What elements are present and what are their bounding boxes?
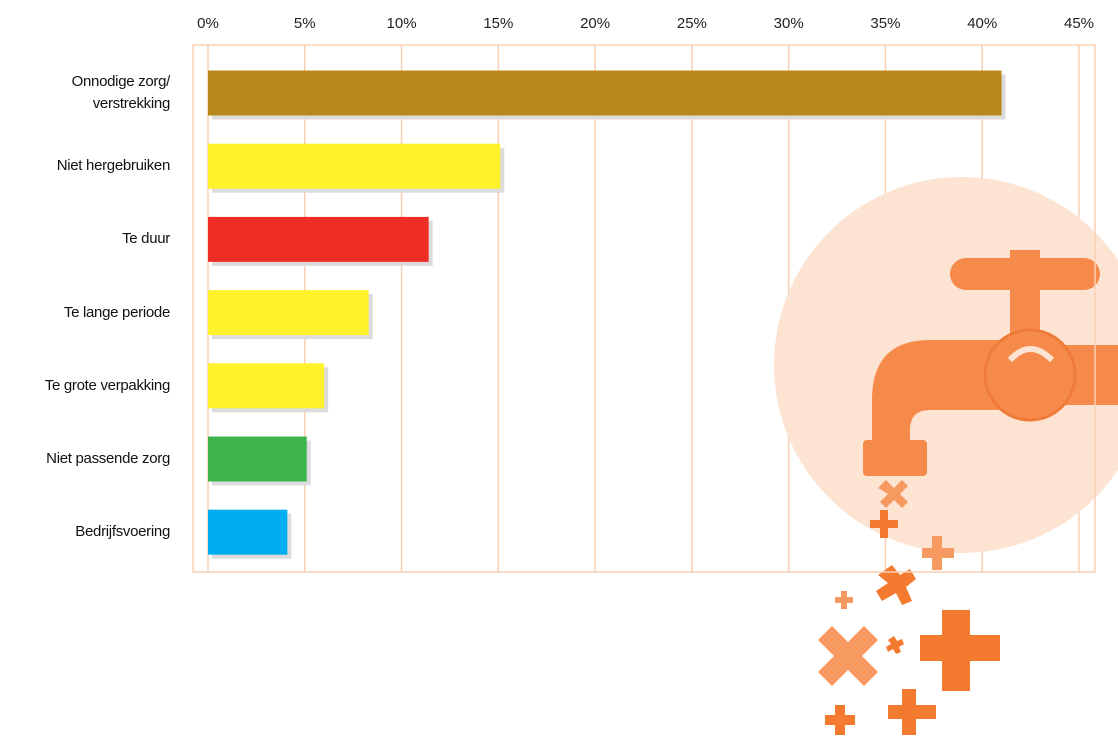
category-label: Onnodige zorg/ verstrekking bbox=[71, 73, 171, 112]
bar bbox=[208, 143, 501, 189]
x-tick-label: 40% bbox=[967, 15, 997, 32]
x-tick-label: 35% bbox=[870, 15, 900, 32]
category-label: Te lange periode bbox=[63, 303, 170, 321]
x-tick-label: 20% bbox=[580, 15, 610, 32]
x-tick-label: 30% bbox=[774, 15, 804, 32]
bar bbox=[208, 216, 429, 262]
category-label: Te grote verpakking bbox=[44, 376, 171, 394]
x-tick-label: 5% bbox=[294, 15, 316, 32]
category-label: Niet passende zorg bbox=[46, 450, 170, 467]
bar bbox=[208, 290, 369, 336]
bar bbox=[208, 436, 307, 482]
category-label: Bedrijfsvoering bbox=[75, 523, 170, 541]
bar bbox=[208, 509, 288, 555]
category-label: Niet hergebruiken bbox=[56, 157, 171, 175]
category-label: Te duur bbox=[122, 230, 170, 248]
x-tick-label: 10% bbox=[387, 15, 417, 32]
x-tick-label: 0% bbox=[197, 15, 219, 32]
x-tick-label: 25% bbox=[677, 15, 707, 32]
x-tick-label: 45% bbox=[1064, 15, 1094, 32]
plot-frame bbox=[192, 44, 1096, 573]
decoration bbox=[774, 177, 1118, 735]
bar bbox=[208, 70, 1002, 116]
x-tick-label: 15% bbox=[483, 15, 513, 32]
bar bbox=[208, 363, 325, 409]
